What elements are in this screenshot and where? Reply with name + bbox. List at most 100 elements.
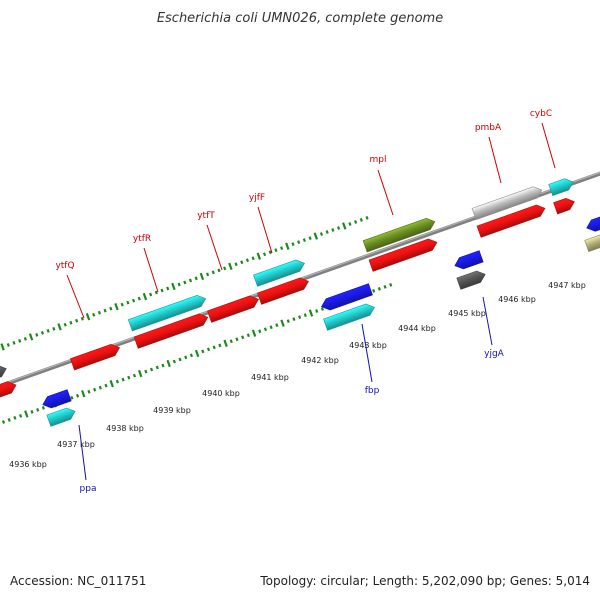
tick-mark-top [285,242,290,250]
tick-mark-top [319,232,324,236]
tick-mark-top [137,296,141,301]
tick-mark-top [365,216,369,220]
gene-label-fbp[interactable]: fbp [365,386,380,396]
tick-mark-top [211,270,215,275]
tick-mark-bottom [383,284,387,289]
tick-mark-bottom [24,410,29,418]
tick-mark-top [109,306,113,311]
gene-label-ytfr[interactable]: ytfR [133,234,151,244]
genome-summary-label: Topology: circular; Length: 5,202,090 bp… [259,574,590,588]
tick-mark-bottom [292,317,296,322]
gene-label-ytfq[interactable]: ytfQ [55,261,74,271]
tick-mark-top [206,272,210,277]
tick-label-kbp: 4947 kbp [548,281,586,290]
tick-mark-top [63,322,67,327]
tick-mark-top [46,328,50,333]
tick-mark-top [240,260,244,265]
tick-mark-top [103,308,107,313]
tick-mark-top [199,272,205,281]
gene-arrow-cyan[interactable] [323,302,376,331]
tick-mark-top [302,238,306,242]
tick-mark-bottom [235,337,239,342]
gene-arrow-red[interactable] [553,196,577,215]
tick-mark-top [69,320,73,325]
tick-mark-bottom [280,319,285,327]
gene-arrow-gray[interactable] [456,269,487,290]
tick-mark-top [0,343,5,351]
gene-label-ytft[interactable]: ytfT [197,211,215,221]
tick-mark-top [23,337,27,341]
tick-mark-bottom [298,315,302,319]
tick-mark-top [6,343,10,347]
gene-arrow-red[interactable] [0,379,18,402]
tick-mark-top [331,228,335,232]
gene-label-mpl[interactable]: mpl [370,155,387,165]
tick-mark-bottom [1,420,6,424]
tick-mark-bottom [251,329,257,337]
tick-mark-bottom [161,363,165,368]
gene-arrow-blue[interactable] [585,213,600,233]
tick-label-kbp: 4942 kbp [301,356,339,365]
gene-arrow-blue[interactable] [41,389,72,411]
tick-mark-top [154,290,158,295]
tick-mark-bottom [19,414,23,418]
tick-mark-top [57,323,62,331]
gene-arrow-cyan[interactable] [46,406,77,427]
tick-mark-bottom [81,390,86,398]
gene-arrow-olive[interactable] [362,216,437,253]
tick-mark-bottom [155,365,159,370]
gene-arrow-khaki[interactable] [584,232,600,253]
tick-mark-bottom [75,393,80,398]
tick-mark-top [40,330,45,335]
tick-mark-top [97,310,101,315]
gene-arrow-red[interactable] [207,294,260,323]
gene-label-ppa[interactable]: ppa [80,484,97,494]
tick-mark-bottom [121,377,125,382]
tick-mark-top [297,240,301,244]
tick-mark-top [325,230,329,234]
tick-mark-top [245,258,250,263]
gene-arrow-red[interactable] [257,276,310,305]
tick-label-kbp: 4939 kbp [153,406,191,415]
tick-mark-top [342,222,347,230]
tick-mark-bottom [87,389,91,394]
tick-mark-bottom [229,339,233,344]
gene-arrow-red[interactable] [133,312,210,349]
tick-mark-bottom [166,359,171,368]
tick-mark-bottom [241,335,245,340]
tick-mark-bottom [137,369,143,378]
gene-arrow-cyan[interactable] [127,293,207,332]
gene-label-yjga[interactable]: yjgA [484,349,505,359]
tick-mark-bottom [30,410,34,414]
tick-mark-bottom [172,359,176,364]
tick-mark-top [359,218,363,222]
tick-mark-bottom [269,325,273,330]
tick-mark-bottom [377,287,381,291]
gene-arrow-red[interactable] [368,237,439,272]
tick-mark-top [223,266,227,271]
tick-mark-top [217,268,221,273]
gene-arrow-gray[interactable] [0,363,8,384]
gene-arrow-cyan[interactable] [253,258,306,287]
gene-connector-ytfq [66,274,85,319]
gene-connector-ytfr [143,247,159,293]
tick-mark-bottom [201,349,205,354]
gene-arrow-blue[interactable] [453,250,484,272]
tick-mark-top [149,292,153,297]
gene-arrow-cyan[interactable] [548,176,576,197]
tick-mark-bottom [315,309,319,313]
gene-arrow-blue[interactable] [319,283,373,313]
gene-label-pmba[interactable]: pmbA [475,123,502,133]
gene-label-yjff[interactable]: yjfF [249,193,265,203]
gene-arrow-gray-light[interactable] [471,184,544,221]
gene-arrow-red[interactable] [476,203,547,238]
gene-connector-pmba [488,136,502,184]
gene-label-cybc[interactable]: cybC [530,109,552,119]
tick-mark-bottom [223,339,228,347]
gene-arrow-red[interactable] [70,342,121,371]
tick-mark-bottom [189,353,194,358]
tick-mark-bottom [7,418,11,422]
tick-mark-top [313,232,318,240]
